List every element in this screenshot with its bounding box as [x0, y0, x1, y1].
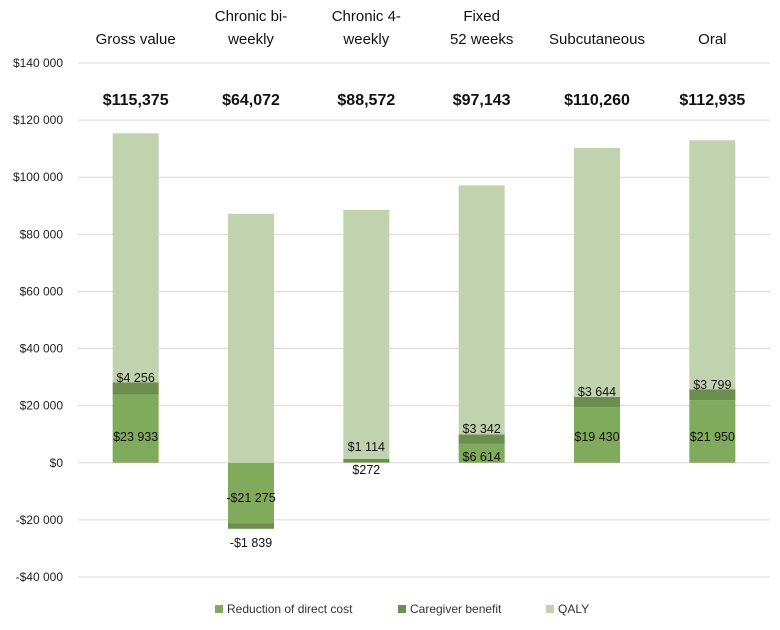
legend-swatch [398, 605, 406, 613]
bar-qaly [112, 133, 159, 383]
bar-reduction-of-direct-cost [689, 400, 736, 463]
total-value-label: $64,072 [222, 92, 280, 109]
category-label: weekly [227, 31, 274, 48]
data-label: $19 430 [574, 430, 619, 444]
category-label: Chronic bi- [215, 8, 288, 25]
category-label: 52 weeks [450, 31, 513, 48]
bar-reduction-of-direct-cost [228, 462, 274, 524]
total-value-label: $112,935 [679, 92, 745, 109]
data-label: $4 256 [117, 371, 155, 385]
legend-label: Caregiver benefit [410, 602, 502, 616]
total-value-label: $88,572 [337, 92, 395, 109]
bar-caregiver-benefit [458, 434, 505, 444]
data-label: $21 950 [690, 430, 735, 444]
bar-reduction-of-direct-cost [458, 443, 505, 463]
total-value-label: $97,143 [453, 92, 511, 109]
y-tick-label: $100 000 [13, 170, 63, 184]
data-label: -$1 839 [230, 536, 272, 550]
data-label: $1 114 [348, 440, 385, 454]
legend-swatch [215, 605, 223, 613]
data-label: $6 614 [463, 450, 501, 464]
y-tick-label: $20 000 [20, 399, 64, 413]
legend: Reduction of direct cost Caregiver benefi… [215, 602, 589, 616]
bar-caregiver-benefit [228, 523, 274, 529]
bar-reduction-of-direct-cost [112, 394, 159, 463]
category-labels: Gross value Chronic bi-weekly Chronic 4- we… [96, 8, 727, 48]
data-labels: $23 933 $4 256 -$21 275 -$1 839 $272 $1 114 $6… [113, 371, 735, 550]
legend-swatch [546, 605, 554, 613]
y-tick-label: $80 000 [20, 227, 64, 241]
y-tick-label: -$40 000 [16, 570, 64, 584]
y-tick-label: $40 000 [20, 342, 64, 356]
total-value-label: $115,375 [103, 92, 169, 109]
y-tick-label: $60 000 [20, 284, 64, 298]
bar-reduction-of-direct-cost [574, 407, 620, 463]
bar-qaly [343, 209, 390, 459]
bar-caregiver-benefit [689, 389, 736, 401]
category-label: weekly [342, 31, 389, 48]
data-label: $23 933 [113, 430, 158, 444]
legend-label: Reduction of direct cost [227, 602, 353, 616]
category-label: Chronic 4- [332, 8, 401, 25]
bar-caregiver-benefit [112, 382, 159, 395]
total-value-label: $110,260 [564, 92, 630, 109]
bar-caregiver-benefit [343, 458, 390, 463]
bar-qaly [458, 185, 505, 435]
data-label: $272 [352, 463, 380, 477]
y-tick-label: -$20 000 [16, 513, 64, 527]
category-label: Fixed [463, 8, 500, 25]
category-label: Gross value [96, 31, 176, 48]
y-tick-label: $120 000 [13, 113, 63, 127]
bar-qaly [574, 147, 620, 397]
y-axis-ticks: -$40 000 -$20 000 $0 $20 000 $40 000 $60 000 $… [13, 56, 63, 584]
category-label: Subcutaneous [549, 31, 645, 48]
data-label: $3 799 [693, 378, 731, 392]
y-tick-label: $140 000 [13, 56, 63, 70]
data-label: -$21 275 [226, 491, 275, 505]
bars [112, 133, 736, 529]
gridlines [78, 62, 770, 578]
y-tick-label: $0 [50, 456, 64, 470]
total-labels: $115,375 $64,072 $88,572 $97,143 $110,260 $11… [103, 92, 746, 109]
bar-caregiver-benefit [574, 396, 620, 408]
legend-label: QALY [558, 602, 589, 616]
bar-qaly [228, 213, 274, 463]
bar-reduction-of-direct-cost [343, 462, 390, 463]
data-label: $3 342 [463, 422, 501, 436]
bar-qaly [689, 140, 736, 390]
data-label: $3 644 [578, 385, 616, 399]
category-label: Oral [698, 31, 726, 48]
